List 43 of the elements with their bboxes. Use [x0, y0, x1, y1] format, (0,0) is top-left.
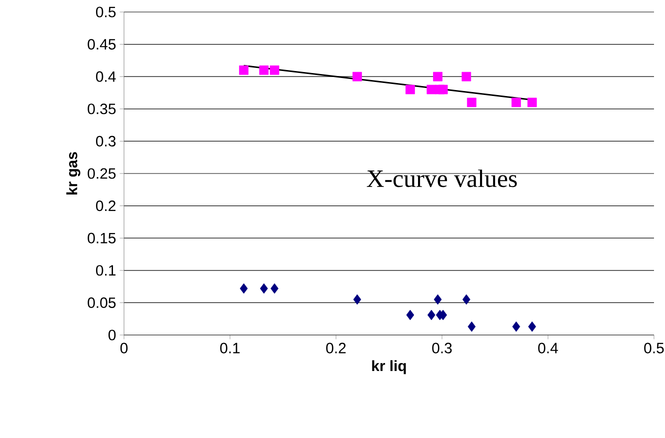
point [260, 283, 268, 294]
point [270, 65, 280, 75]
y-tick-label: 0.4 [96, 71, 116, 82]
point [512, 98, 521, 108]
point [512, 321, 520, 332]
point [433, 72, 442, 82]
point [527, 98, 537, 108]
point [240, 283, 248, 294]
y-tick-label: 0.25 [88, 168, 116, 179]
point [462, 294, 470, 305]
y-tick-label: 0.2 [96, 200, 116, 212]
point [466, 98, 476, 108]
y-tick-label: 0.5 [96, 6, 116, 18]
point [427, 310, 436, 320]
point [462, 72, 472, 82]
annotation: X-curve values [366, 170, 517, 188]
point [270, 283, 278, 294]
x-tick-label: 0.1 [220, 342, 240, 354]
point [434, 294, 442, 305]
y-tick-label: 0.3 [96, 136, 116, 146]
y-tick-label: 0 [108, 330, 116, 340]
y-tick-label: 0.1 [96, 265, 116, 276]
point [438, 84, 448, 94]
point [406, 310, 414, 320]
x-tick-label: 0.3 [432, 342, 452, 354]
x-tick-label: 0.5 [644, 342, 664, 354]
point [426, 84, 436, 94]
x-tick-label: 0.4 [538, 342, 558, 354]
y-tick-label: 0.05 [88, 297, 116, 308]
y-tick-label: 0.35 [88, 104, 116, 114]
point [352, 72, 362, 82]
point [259, 65, 269, 75]
x-tick-label: 0 [120, 342, 128, 354]
point [468, 321, 476, 332]
x-tick-label: 0.2 [326, 342, 346, 354]
point [239, 65, 248, 75]
x-axis-title: kr liq [372, 360, 406, 374]
point [353, 294, 362, 305]
y-tick-label: 0.15 [88, 232, 116, 244]
point [528, 321, 536, 332]
y-axis-title: kr gas [66, 152, 80, 194]
y-tick-label: 0.45 [88, 39, 116, 50]
point [406, 84, 415, 94]
